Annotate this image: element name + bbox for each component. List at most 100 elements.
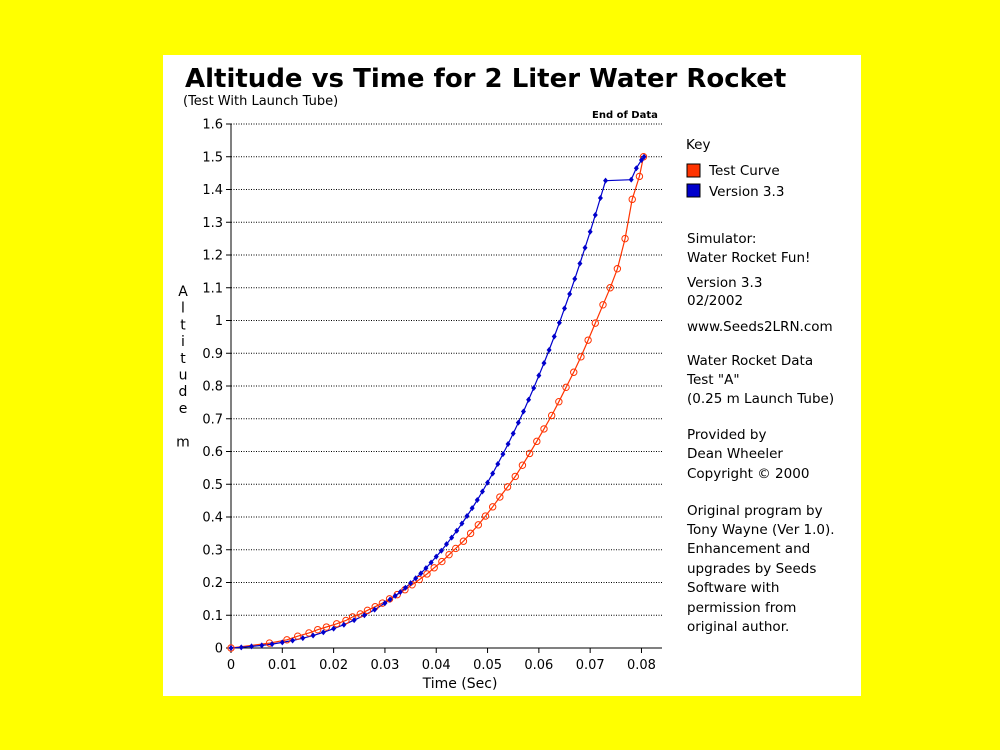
test-curve-point xyxy=(227,644,235,652)
y-tick-label: 1.1 xyxy=(202,281,223,296)
info-line: Original program by xyxy=(687,503,823,519)
test-curve-point xyxy=(577,353,585,361)
test-curve-point xyxy=(518,461,527,469)
version-point xyxy=(469,505,475,512)
test-curve-point xyxy=(503,483,512,491)
version-point xyxy=(603,177,609,184)
version-point xyxy=(372,606,378,613)
legend-title: Key xyxy=(686,137,710,153)
test-curve-point xyxy=(322,623,331,631)
version-point xyxy=(551,333,557,340)
test-curve-point xyxy=(342,616,350,625)
info-line: www.Seeds2LRN.com xyxy=(687,319,833,335)
test-curve-point xyxy=(591,319,599,327)
info-line: Simulator: xyxy=(687,231,756,247)
legend-swatch-test-curve xyxy=(686,163,701,178)
y-axis-label-letter: A xyxy=(178,284,188,300)
grid-lines xyxy=(231,123,662,616)
version-point xyxy=(341,621,347,628)
version-point xyxy=(536,372,542,379)
test-curve-point xyxy=(613,265,622,273)
test-curve-point xyxy=(466,529,475,538)
version-point xyxy=(228,645,234,651)
info-line: Water Rocket Data xyxy=(687,353,813,369)
version-point xyxy=(526,396,532,403)
end-of-data-note: End of Data xyxy=(592,110,658,121)
x-tick-label: 0.06 xyxy=(524,658,553,673)
version-point xyxy=(515,419,521,426)
version-point xyxy=(531,384,537,391)
test-curve-point xyxy=(481,512,490,520)
version-point xyxy=(485,479,491,486)
info-line: Version 3.3 xyxy=(687,275,762,291)
x-tick-label: 0.03 xyxy=(370,658,399,673)
version-point xyxy=(408,580,414,587)
version-point xyxy=(510,430,516,437)
version-point xyxy=(249,643,255,650)
test-curve-point xyxy=(408,581,416,589)
x-tick-label: 0.08 xyxy=(627,658,656,673)
version-point xyxy=(464,513,470,520)
y-tick-label: 1.6 xyxy=(202,118,223,133)
series-line-version xyxy=(230,156,645,649)
version-point xyxy=(449,534,455,541)
version-point xyxy=(556,319,562,326)
info-line: Copyright © 2000 xyxy=(687,466,809,482)
y-tick-label: 1.5 xyxy=(202,150,223,165)
y-axis-label-letter: i xyxy=(181,334,185,350)
info-line: original author. xyxy=(687,619,789,635)
version-point xyxy=(567,290,573,297)
test-curve-point xyxy=(621,234,629,243)
version-point xyxy=(331,625,337,632)
version-point xyxy=(597,195,603,202)
test-curve-point xyxy=(547,411,556,420)
test-curve-point xyxy=(430,564,438,572)
x-tick-label: 0.02 xyxy=(319,658,348,673)
y-tick-label: 1.3 xyxy=(202,216,223,231)
version-point xyxy=(546,346,552,353)
version-point xyxy=(433,553,439,560)
version-point xyxy=(454,527,460,534)
legend-label-version: Version 3.3 xyxy=(709,184,784,200)
version-point xyxy=(577,260,583,267)
version-point xyxy=(592,212,598,219)
test-curve-point xyxy=(305,629,313,637)
series-line-test-curve xyxy=(230,156,645,649)
version-point xyxy=(259,642,265,649)
info-line: Tony Wayne (Ver 1.0). xyxy=(686,522,835,538)
version-point xyxy=(397,588,403,595)
test-curve-point xyxy=(562,383,570,392)
version-point xyxy=(413,575,419,582)
version-point xyxy=(269,641,275,648)
test-curve-point xyxy=(385,595,394,603)
info-line: Test "A" xyxy=(686,372,740,388)
x-axis-label: Time (Sec) xyxy=(422,676,498,692)
y-tick-label: 1 xyxy=(215,314,223,329)
version-point xyxy=(479,488,485,495)
y-axis-label-letter: u xyxy=(179,368,188,384)
y-tick-label: 0 xyxy=(215,642,223,657)
x-tick-label: 0 xyxy=(227,658,235,673)
version-point xyxy=(320,629,326,636)
version-point xyxy=(361,612,367,619)
version-point xyxy=(490,470,496,477)
test-curve-point xyxy=(511,472,519,481)
version-point xyxy=(279,639,285,646)
test-curve-point xyxy=(363,606,372,615)
version-point xyxy=(628,176,634,183)
info-line: permission from xyxy=(687,600,796,616)
version-point xyxy=(500,451,506,458)
chart-title: Altitude vs Time for 2 Liter Water Rocke… xyxy=(185,64,786,94)
version-point xyxy=(505,440,511,447)
info-line: Provided by xyxy=(687,427,766,443)
version-point xyxy=(438,547,444,554)
y-tick-label: 0.6 xyxy=(202,445,223,460)
x-tick-label: 0.04 xyxy=(422,658,451,673)
y-axis-label-letter: l xyxy=(181,301,185,317)
version-point xyxy=(402,584,408,591)
y-tick-label: 1.4 xyxy=(202,183,223,198)
x-tick-label: 0.07 xyxy=(576,658,605,673)
version-point xyxy=(633,165,639,172)
y-axis-label-letter: d xyxy=(179,384,188,400)
